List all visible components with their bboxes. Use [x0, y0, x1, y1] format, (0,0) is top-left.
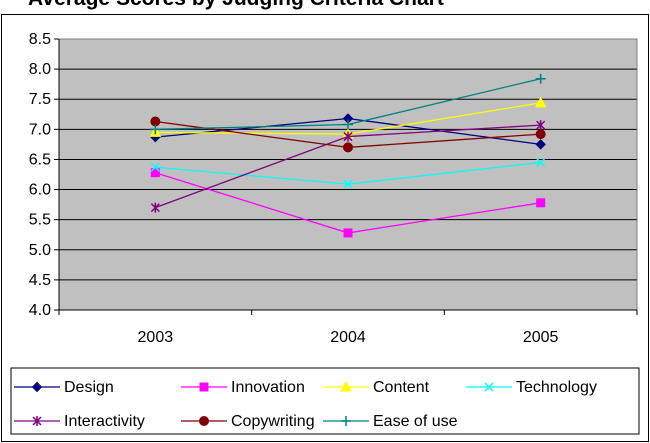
data-point-copywriting [535, 129, 546, 140]
y-tick-label: 5.5 [29, 212, 51, 229]
y-tick-label: 7.5 [29, 91, 51, 108]
legend-label: Innovation [231, 379, 305, 396]
legend-marker [32, 416, 42, 426]
plot-background [59, 39, 637, 310]
legend-label: Interactivity [64, 413, 145, 430]
data-point-innovation [536, 198, 546, 208]
data-point-technology [536, 157, 546, 167]
data-point-copywriting [343, 142, 353, 153]
legend-marker [31, 381, 43, 393]
x-tick-label: 2003 [138, 329, 174, 346]
legend-item-ease-of-use: Ease of use [323, 413, 458, 430]
y-tick-label: 8.0 [29, 61, 51, 78]
y-tick-label: 4.5 [29, 272, 51, 289]
data-point-interactivity [536, 120, 546, 131]
legend-label: Content [373, 379, 430, 396]
data-point-innovation [343, 228, 353, 238]
data-point-design [535, 139, 546, 150]
data-point-innovation [150, 168, 160, 178]
legend-marker [484, 382, 494, 392]
legend-item-copywriting: Copywriting [181, 413, 315, 430]
axes: 4.0 4.5 5.0 5.5 6.0 6.5 7.0 7.5 8.0 8.5 2003 2004 20… [29, 31, 638, 346]
plot-area [59, 39, 637, 310]
legend-item-content: Content [323, 379, 430, 396]
x-tick-label: 2004 [330, 329, 366, 346]
data-point-ease-of-use [150, 124, 161, 135]
y-tick-label: 7.0 [29, 121, 51, 138]
legend-label: Ease of use [373, 413, 458, 430]
legend-item-technology: Technology [466, 379, 597, 396]
chart-title: Average Scores by Judging Criteria Chart [28, 0, 444, 11]
y-tick-label: 8.5 [29, 31, 51, 48]
y-tick-label: 4.0 [29, 302, 51, 319]
data-point-technology [343, 179, 353, 189]
legend-marker [340, 380, 352, 392]
y-tick-label: 5.0 [29, 242, 51, 259]
legend-box [10, 367, 640, 435]
series-lines [149, 73, 547, 238]
data-point-ease-of-use [343, 119, 353, 130]
legend-item-design: Design [14, 379, 114, 396]
data-point-interactivity [343, 131, 353, 142]
legend-item-interactivity: Interactivity [14, 413, 145, 430]
data-point-interactivity [150, 202, 160, 213]
legend-label: Copywriting [231, 413, 315, 430]
legend-marker [199, 382, 209, 392]
y-tick-label: 6.5 [29, 151, 51, 168]
y-tick-label: 6.0 [29, 182, 51, 199]
legend-item-innovation: Innovation [181, 379, 305, 396]
x-tick-label: 2005 [523, 329, 559, 346]
legend-marker [341, 416, 351, 426]
legend-label: Design [64, 379, 114, 396]
legend-marker [199, 416, 209, 426]
data-point-content [534, 96, 547, 108]
data-point-technology [150, 162, 160, 172]
legend: Design Innovation Content Technology Interac… [10, 367, 640, 435]
data-point-ease-of-use [535, 73, 546, 84]
legend-label: Technology [516, 379, 597, 396]
